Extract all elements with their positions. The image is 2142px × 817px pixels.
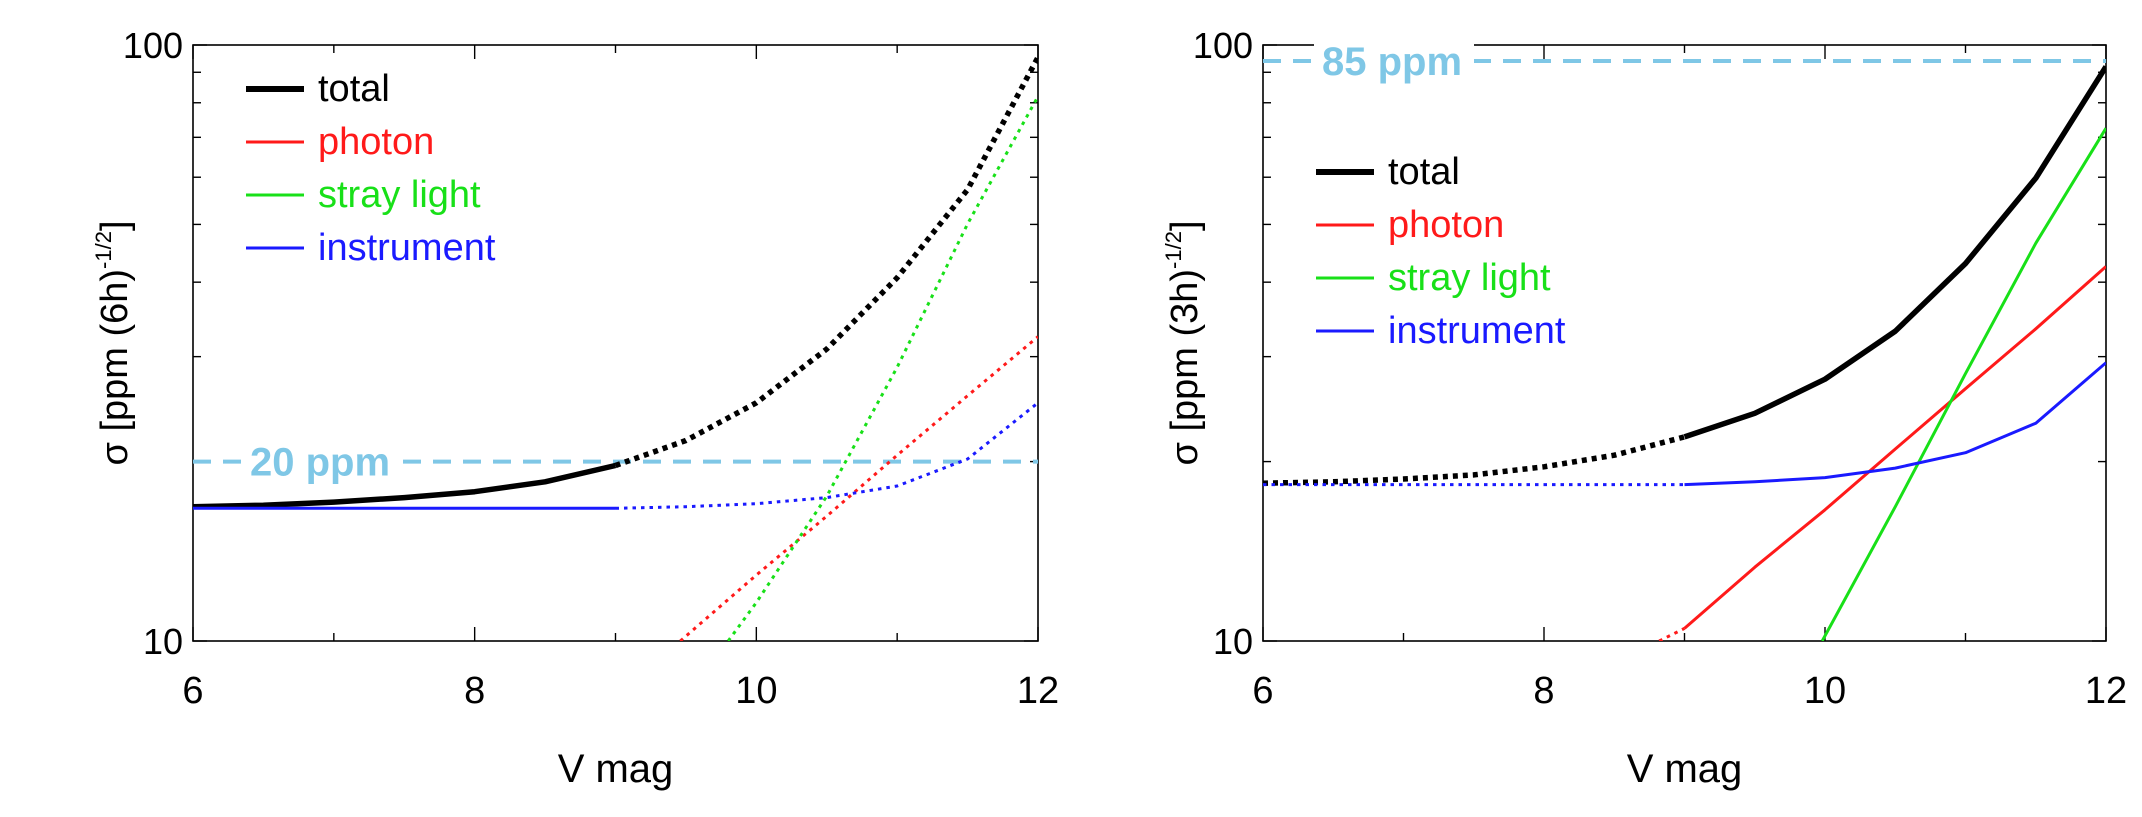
chart-panel-right: 6 8 10 12 10 100 V mag σ [ppm (3h)-1/2] 85 ppm to… [1161, 25, 2127, 791]
y-axis-label-main: σ [ppm (3h) [1164, 269, 1206, 466]
legend-label-instrument: instrument [318, 227, 496, 269]
series-instrument-solid [1684, 361, 2106, 487]
y-axis-label-main: σ [ppm (6h) [94, 269, 136, 466]
series-group [1263, 65, 2106, 641]
y-tick-label: 10 [143, 621, 183, 662]
y-axis-label-close: ] [94, 220, 136, 231]
legend: total photon stray light instrument [246, 68, 496, 269]
series-group [193, 55, 1038, 641]
requirement-label-bg [242, 437, 402, 484]
series-stray-solid [1820, 127, 2106, 641]
requirement-label: 85 ppm [1322, 40, 1462, 84]
chart-panel-left: 6 8 10 12 10 100 V mag σ [ppm (6h)-1/2] 20 ppm to… [91, 25, 1059, 791]
x-tick-label: 6 [1252, 670, 1273, 712]
y-tick-label: 100 [123, 25, 183, 66]
x-tick-label: 10 [1804, 670, 1846, 712]
legend: total photon stray light instrument [1316, 151, 1566, 352]
requirement-label: 20 ppm [250, 441, 390, 485]
legend-label-total: total [1388, 151, 1460, 193]
x-tick-label: 8 [464, 670, 485, 712]
legend-label-stray: stray light [318, 174, 481, 216]
legend-label-instrument: instrument [1388, 310, 1566, 352]
x-tick-label: 12 [1017, 670, 1059, 712]
series-photon-dotted [1658, 627, 1686, 641]
y-tick-label: 10 [1213, 621, 1253, 662]
x-tick-label: 6 [182, 670, 203, 712]
y-axis-label-exponent: -1/2 [1161, 231, 1186, 269]
x-tick-label: 8 [1533, 670, 1554, 712]
x-tick-label: 10 [735, 670, 777, 712]
series-instrument-dotted [615, 401, 1038, 510]
x-axis-label: V mag [1627, 747, 1743, 791]
y-axis-label: σ [ppm (3h)-1/2] [1161, 220, 1206, 465]
y-axis-label-close: ] [1164, 220, 1206, 231]
y-axis-label-exponent: -1/2 [91, 231, 116, 269]
x-tick-label: 12 [2085, 670, 2127, 712]
series-total-dotted [1263, 434, 1686, 486]
series-stray-dotted [726, 95, 1038, 641]
y-tick-label: 100 [1193, 25, 1253, 66]
series-total-solid [1683, 65, 2106, 440]
series-total-solid [193, 462, 617, 510]
series-total-dotted [614, 55, 1038, 469]
y-axis-label: σ [ppm (6h)-1/2] [91, 220, 136, 465]
requirement-label-bg [1314, 37, 1474, 84]
series-photon-dotted [679, 335, 1038, 641]
legend-label-stray: stray light [1388, 257, 1551, 299]
legend-label-photon: photon [318, 121, 434, 163]
legend-label-photon: photon [1388, 204, 1504, 246]
x-axis-label: V mag [558, 747, 674, 791]
legend-label-total: total [318, 68, 390, 110]
series-photon-solid [1683, 265, 2106, 630]
